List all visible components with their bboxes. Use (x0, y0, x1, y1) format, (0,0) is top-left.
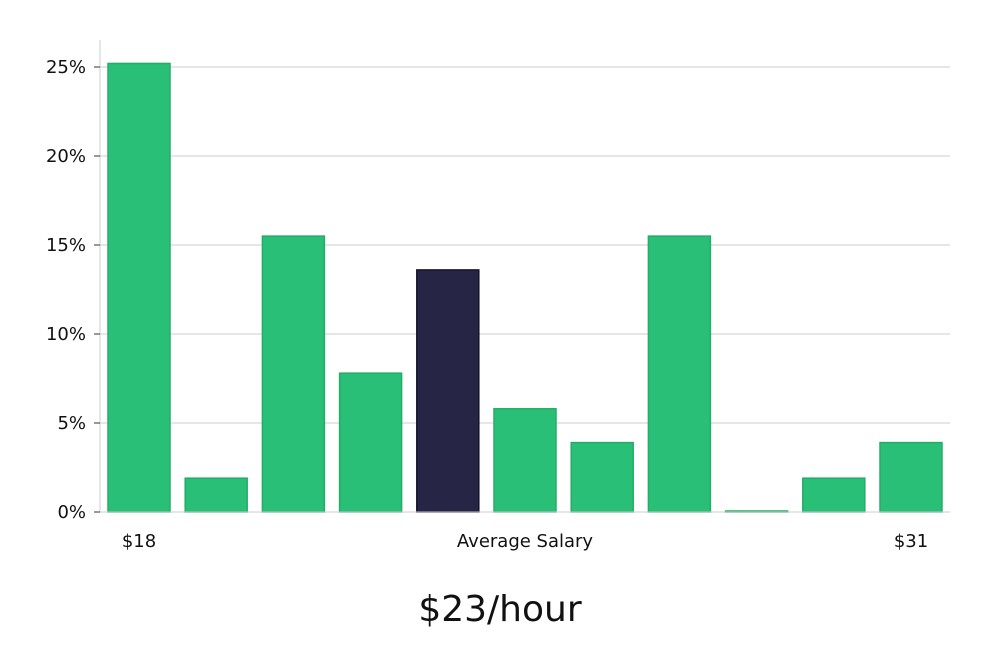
bars (107, 62, 943, 513)
axes (99, 40, 950, 513)
bar (802, 477, 866, 513)
average-salary-value: $23/hour (418, 589, 582, 630)
x-center-label: Average Salary (457, 531, 594, 552)
bar (107, 62, 171, 513)
salary-histogram: 0% 5% 10% 15% 20% 25% $18 Average Salary $31 (46, 40, 950, 552)
y-tick-label: 0% (57, 502, 86, 523)
bar (493, 408, 557, 513)
bar (261, 235, 326, 513)
y-tick-label: 5% (57, 413, 86, 434)
bar-highlighted (416, 269, 480, 513)
y-tick-label: 20% (46, 146, 86, 167)
bar (338, 372, 403, 513)
bar (570, 441, 634, 513)
y-tick-label: 25% (46, 57, 86, 78)
y-tick-label: 15% (46, 235, 86, 256)
y-tick-label: 10% (46, 324, 86, 345)
y-tick-labels: 0% 5% 10% 15% 20% 25% (46, 57, 100, 523)
bar (879, 441, 943, 513)
bar (184, 477, 248, 513)
grid-lines (100, 66, 950, 424)
x-left-label: $18 (122, 531, 156, 552)
x-right-label: $31 (894, 531, 928, 552)
bar (647, 235, 712, 513)
